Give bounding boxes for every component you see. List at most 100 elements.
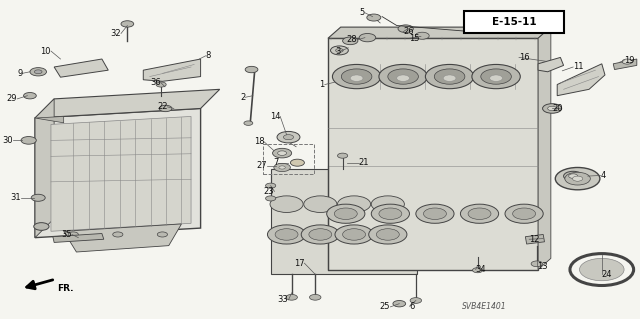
Circle shape xyxy=(564,171,582,181)
Circle shape xyxy=(270,196,303,212)
Polygon shape xyxy=(54,59,108,77)
Text: 20: 20 xyxy=(552,104,563,113)
Polygon shape xyxy=(557,64,605,96)
Circle shape xyxy=(335,48,343,52)
Circle shape xyxy=(68,232,78,237)
Circle shape xyxy=(159,105,172,112)
Polygon shape xyxy=(35,108,200,238)
Circle shape xyxy=(472,268,483,273)
Text: 23: 23 xyxy=(264,187,275,196)
Text: 31: 31 xyxy=(10,193,21,202)
Circle shape xyxy=(415,32,429,39)
Polygon shape xyxy=(64,224,182,252)
Circle shape xyxy=(565,172,590,185)
Polygon shape xyxy=(328,38,538,270)
Circle shape xyxy=(310,294,321,300)
Polygon shape xyxy=(538,57,564,72)
Text: 26: 26 xyxy=(403,27,413,36)
Text: 32: 32 xyxy=(110,29,121,38)
Circle shape xyxy=(359,33,376,42)
Circle shape xyxy=(376,229,399,240)
Text: 34: 34 xyxy=(476,265,486,274)
Circle shape xyxy=(505,204,543,223)
Circle shape xyxy=(472,64,520,89)
Circle shape xyxy=(371,196,404,212)
Circle shape xyxy=(304,196,337,212)
Circle shape xyxy=(490,75,502,81)
Polygon shape xyxy=(613,59,637,70)
Circle shape xyxy=(121,21,134,27)
Text: 19: 19 xyxy=(624,56,635,65)
Text: 22: 22 xyxy=(157,102,168,111)
Text: 3: 3 xyxy=(335,47,340,56)
Circle shape xyxy=(388,69,419,84)
Circle shape xyxy=(335,225,373,244)
Circle shape xyxy=(30,68,47,76)
Circle shape xyxy=(481,69,511,84)
Text: 12: 12 xyxy=(529,235,540,244)
Circle shape xyxy=(113,232,123,237)
Circle shape xyxy=(31,194,45,201)
Circle shape xyxy=(350,75,363,81)
Circle shape xyxy=(337,196,371,212)
Polygon shape xyxy=(53,234,104,242)
Circle shape xyxy=(291,159,305,166)
Circle shape xyxy=(334,208,357,219)
Circle shape xyxy=(277,131,300,143)
Text: 14: 14 xyxy=(269,112,280,121)
Circle shape xyxy=(410,298,422,303)
Circle shape xyxy=(435,69,465,84)
Circle shape xyxy=(244,121,253,125)
Circle shape xyxy=(245,66,258,73)
Circle shape xyxy=(371,204,410,223)
Text: 29: 29 xyxy=(6,94,17,103)
Circle shape xyxy=(416,204,454,223)
Circle shape xyxy=(157,232,168,237)
Text: 8: 8 xyxy=(205,51,211,60)
Text: SVB4E1401: SVB4E1401 xyxy=(461,302,506,311)
Text: E-15-11: E-15-11 xyxy=(492,17,536,27)
Circle shape xyxy=(341,69,372,84)
Polygon shape xyxy=(271,169,417,274)
Circle shape xyxy=(34,223,49,230)
Text: 16: 16 xyxy=(519,53,530,62)
Circle shape xyxy=(35,70,42,74)
Text: 9: 9 xyxy=(17,69,22,78)
Text: 4: 4 xyxy=(600,171,606,180)
Circle shape xyxy=(569,174,577,178)
Text: 24: 24 xyxy=(602,270,612,279)
Polygon shape xyxy=(51,116,191,231)
Text: 21: 21 xyxy=(358,158,369,167)
Circle shape xyxy=(309,229,332,240)
Circle shape xyxy=(513,208,536,219)
Circle shape xyxy=(379,64,428,89)
Text: FR.: FR. xyxy=(58,284,74,293)
FancyBboxPatch shape xyxy=(464,11,564,33)
Text: 5: 5 xyxy=(360,8,365,17)
Circle shape xyxy=(301,225,339,244)
Text: 2: 2 xyxy=(240,93,245,102)
Circle shape xyxy=(332,64,381,89)
Circle shape xyxy=(326,204,365,223)
Text: 7: 7 xyxy=(273,158,278,167)
Circle shape xyxy=(274,163,291,172)
Text: 30: 30 xyxy=(2,136,13,145)
Polygon shape xyxy=(328,27,551,38)
Circle shape xyxy=(531,261,543,267)
Text: 27: 27 xyxy=(257,161,268,170)
Circle shape xyxy=(278,151,287,155)
Circle shape xyxy=(468,208,491,219)
Circle shape xyxy=(369,225,407,244)
Circle shape xyxy=(579,258,624,281)
Polygon shape xyxy=(35,99,54,238)
Circle shape xyxy=(573,176,582,181)
Circle shape xyxy=(268,225,306,244)
Circle shape xyxy=(393,300,406,307)
Text: 15: 15 xyxy=(410,34,420,43)
Circle shape xyxy=(379,208,402,219)
Circle shape xyxy=(342,37,358,45)
Polygon shape xyxy=(143,59,200,81)
Text: 13: 13 xyxy=(537,262,547,271)
Circle shape xyxy=(367,14,381,21)
Text: 11: 11 xyxy=(573,63,584,71)
